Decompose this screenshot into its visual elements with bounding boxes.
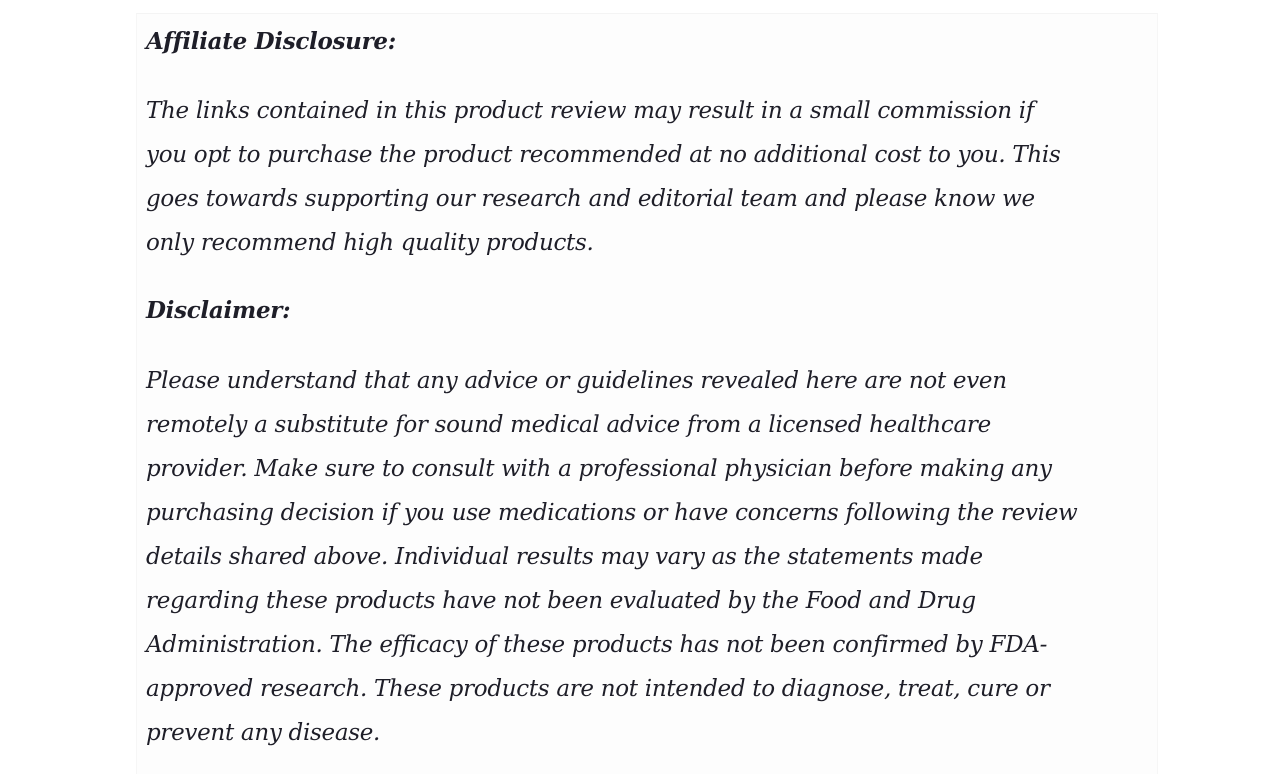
text-line: The links contained in this product revi… (146, 98, 1034, 124)
text-line: only recommend high quality products. (146, 230, 594, 256)
text-line: remotely a substitute for sound medical … (146, 412, 991, 438)
affiliate-disclosure-text: The links contained in this product revi… (146, 89, 1061, 265)
text-line: regarding these products have not been e… (146, 588, 976, 614)
text-line: you opt to purchase the product recommen… (146, 142, 1061, 168)
text-line: prevent any disease. (146, 720, 381, 746)
text-line: purchasing decision if you use medicatio… (146, 500, 1078, 526)
content-box (136, 13, 1158, 774)
text-line: provider. Make sure to consult with a pr… (146, 456, 1052, 482)
disclaimer-text: Please understand that any advice or gui… (146, 359, 1078, 755)
text-line: Administration. The efficacy of these pr… (146, 632, 1048, 658)
text-line: approved research. These products are no… (146, 676, 1050, 702)
text-line: details shared above. Individual results… (146, 544, 983, 570)
text-line: Please understand that any advice or gui… (146, 368, 1007, 394)
disclaimer-heading: Disclaimer: (146, 297, 291, 324)
text-line: goes towards supporting our research and… (146, 186, 1035, 212)
affiliate-disclosure-heading: Affiliate Disclosure: (146, 28, 396, 55)
